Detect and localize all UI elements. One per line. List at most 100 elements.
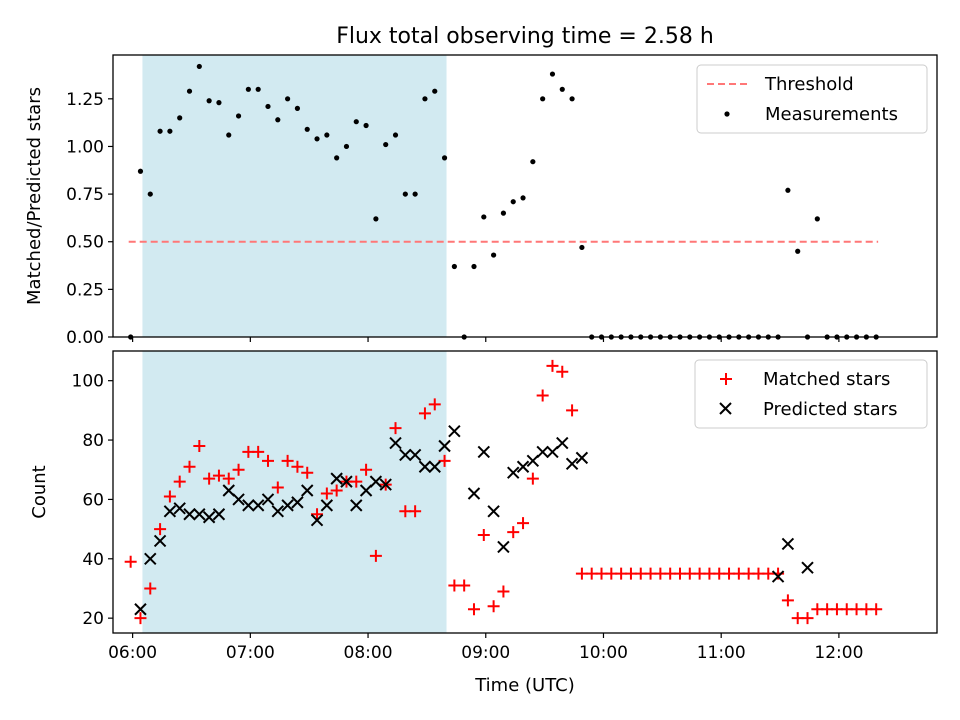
measurement-point (285, 96, 291, 102)
x-tick-label: 12:00 (814, 643, 863, 663)
measurement-point (412, 191, 418, 197)
measurement-point (167, 128, 173, 134)
predicted-legend-swatch (719, 402, 732, 415)
matched-star-point (389, 422, 402, 435)
matched-star-point (163, 490, 176, 503)
matched-star-point (301, 466, 314, 479)
matched-star-point (536, 389, 549, 402)
measurement-point (441, 155, 448, 161)
measurement-point (432, 88, 438, 94)
bottom-plot-frame (112, 350, 938, 634)
y-tick-label: 0.75 (66, 185, 104, 205)
predicted-star-point (428, 460, 441, 473)
matched-star-point (467, 603, 480, 616)
predicted-star-point (330, 472, 343, 485)
predicted-star-point (163, 505, 177, 518)
predicted-star-point (242, 499, 255, 512)
measurement-point (304, 126, 310, 132)
x-tick-label: 09:00 (461, 643, 510, 663)
predicted-star-point (222, 484, 235, 497)
y-tick-label: 0.50 (66, 233, 104, 253)
measurement-point (177, 115, 183, 121)
predicted-star-point (144, 552, 157, 565)
matched-star-point (458, 579, 471, 592)
predicted-star-point (369, 475, 383, 488)
matched-star-point (801, 612, 814, 625)
predicted-star-point (487, 505, 500, 518)
top-legend: Threshold Measurements (696, 64, 928, 134)
predicted-star-point (438, 439, 451, 453)
matched-star-point (477, 529, 490, 542)
predicted-star-point (399, 448, 412, 462)
measurement-point (265, 103, 271, 110)
predicted-star-point (801, 561, 814, 574)
matched-star-point (517, 517, 530, 530)
bottom-panel: 20 40 60 80 100 06:00 07:00 08:00 09:00 10:00 11:… (29, 350, 938, 696)
bottom-legend: Matched stars Predicted stars (694, 359, 928, 429)
y-tick-label: 1.25 (66, 90, 104, 110)
x-tick-label: 07:00 (226, 643, 275, 663)
predicted-star-point (771, 570, 785, 583)
matched-legend-label: Matched stars (763, 369, 890, 390)
measurement-point (196, 63, 202, 70)
measurement-point (226, 132, 232, 138)
predicted-stars-layer (134, 424, 814, 616)
measurement-point (206, 98, 212, 104)
matched-star-point (369, 549, 382, 562)
matched-star-point (154, 523, 167, 536)
y-tick-label: 0.00 (66, 328, 104, 348)
matched-star-point (566, 404, 579, 417)
measurement-point (255, 86, 261, 92)
predicted-star-point (153, 534, 167, 548)
measurement-point (245, 86, 251, 92)
top-legend-box (696, 64, 928, 134)
measurement-point (314, 136, 320, 142)
bottom-x-ticks: 06:00 07:00 08:00 09:00 10:00 11:00 12:00 (108, 633, 863, 663)
predicted-star-point (350, 499, 363, 512)
measurement-point (137, 168, 144, 174)
matched-star-point (360, 463, 373, 476)
matched-star-point (507, 526, 520, 539)
measurement-point (422, 96, 428, 102)
predicted-star-point (232, 493, 245, 506)
predicted-star-point (193, 508, 206, 521)
matched-star-point (330, 484, 343, 497)
matched-star-point (271, 481, 284, 494)
measurement-point (481, 214, 487, 220)
measurement-point (549, 71, 556, 77)
matched-star-point (261, 454, 274, 467)
predicted-star-point (497, 540, 510, 554)
predicted-star-point (271, 505, 285, 518)
measurement-point (785, 187, 791, 193)
x-tick-label: 06:00 (108, 643, 157, 663)
x-tick-label: 11:00 (697, 643, 746, 663)
matched-star-point (526, 472, 539, 485)
y-tick-label: 20 (82, 609, 104, 629)
matched-star-point (409, 505, 422, 518)
matched-star-point (281, 454, 294, 467)
x-tick-label: 08:00 (344, 643, 393, 663)
predicted-star-point (202, 511, 216, 524)
predicted-star-point (134, 603, 147, 616)
top-y-ticks: 0.00 0.25 0.50 0.75 1.00 1.25 (66, 90, 113, 348)
predicted-star-point (310, 513, 324, 527)
chart-title: Flux total observing time = 2.58 h (336, 24, 714, 49)
y-tick-label: 0.25 (66, 280, 104, 300)
measurement-point (491, 252, 497, 258)
predicted-star-point (320, 499, 334, 512)
matched-star-point (546, 359, 559, 372)
measurement-point (383, 141, 389, 148)
predicted-star-point (389, 436, 402, 450)
measurement-point (343, 143, 350, 150)
measurement-point (579, 244, 585, 251)
predicted-star-point (448, 424, 461, 438)
measurement-point (392, 132, 399, 138)
measurement-point (324, 132, 330, 138)
matched-star-point (252, 445, 265, 458)
measurement-point (147, 191, 153, 197)
observing-window-shade-bottom (142, 351, 447, 633)
matched-star-point (193, 439, 206, 452)
measurement-point (363, 122, 369, 129)
predicted-star-point (261, 493, 275, 506)
predicted-star-point (526, 454, 540, 468)
